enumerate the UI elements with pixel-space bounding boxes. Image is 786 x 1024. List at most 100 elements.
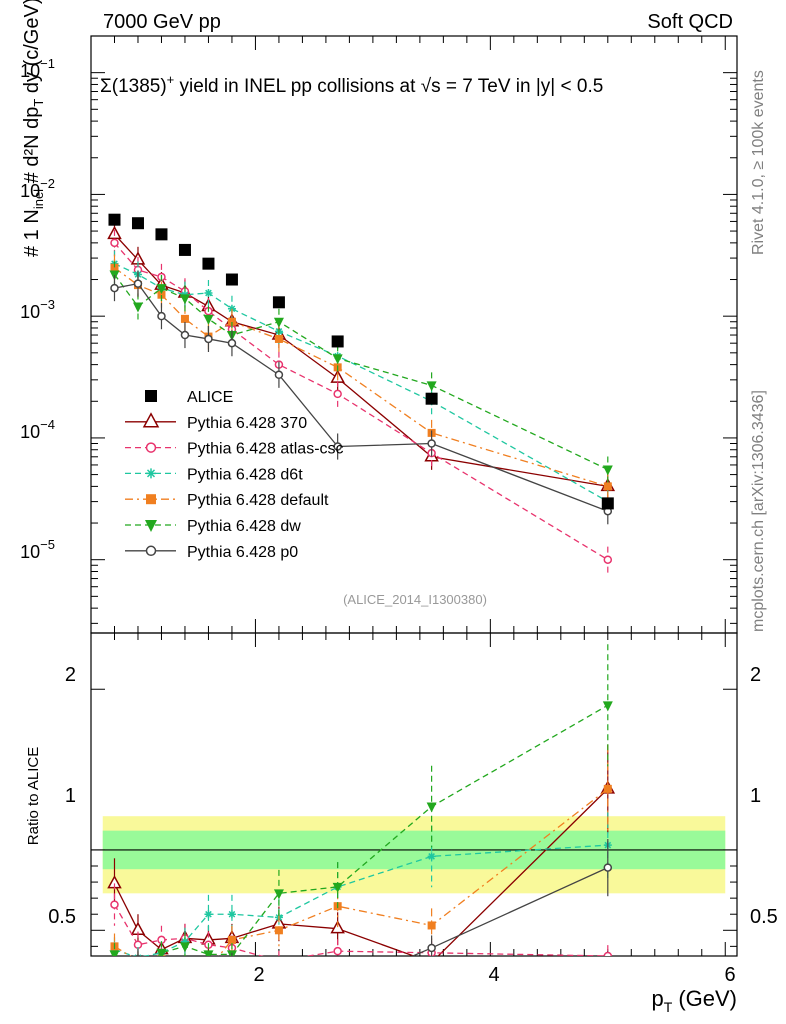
ratio-chart (107, 644, 616, 992)
ratio-point-pythia-6-428-dw (203, 950, 214, 956)
mcplots-label: mcplots.cern.ch [arXiv:1306.3436] (750, 390, 767, 632)
analysis-watermark: (ALICE_2014_I1300380) (343, 592, 487, 607)
y-tick-label-1e-5: 10−5 (20, 537, 55, 562)
ratio-bands (91, 816, 737, 894)
data-point-alice (155, 228, 168, 241)
ratio-tick-2-left: 2 (65, 664, 76, 686)
ratio-point-pythia-6-428-p0 (111, 964, 118, 971)
data-point-pythia-6-428-dw (132, 302, 143, 313)
data-point-pythia-6-428-p0 (133, 279, 143, 288)
data-point-pythia-6-428-dw (203, 314, 214, 325)
ratio-point-pythia-6-428-default (427, 921, 436, 930)
ratio-point-pythia-6-428-dw (179, 942, 190, 953)
ratio-point-pythia-6-428-dw (133, 974, 143, 984)
legend-marker-pythia-6-428-default (146, 494, 156, 505)
data-point-pythia-6-428-p0 (227, 338, 237, 348)
data-point-pythia-6-428-dw (156, 284, 167, 295)
data-point-pythia-6-428-dw (426, 381, 437, 392)
ratio-point-pythia-6-428-default (603, 784, 612, 793)
ratio-line-pythia-6-428-atlas-csc (113, 904, 608, 956)
data-point-pythia-6-428-p0 (204, 334, 213, 344)
legend-label-alice: ALICE (187, 389, 233, 406)
series-line-pythia-6-428-atlas-csc (114, 242, 609, 561)
data-point-pythia-6-428-p0 (110, 283, 119, 293)
ratio-point-pythia-6-428-p0 (275, 967, 282, 974)
ratio-point-pythia-6-428-p0 (334, 985, 341, 992)
header-right: Soft QCD (647, 11, 733, 33)
data-point-pythia-6-428-default (110, 263, 119, 272)
ratio-point-pythia-6-428-p0 (228, 959, 235, 966)
data-point-pythia-6-428-default (227, 317, 236, 326)
data-point-pythia-6-428-atlas-csc (603, 555, 613, 564)
ratio-point-pythia-6-428-default (204, 965, 212, 973)
legend-label-pythia-6-428-default: Pythia 6.428 default (187, 492, 329, 509)
y-tick-label-1e-3: 10−3 (20, 297, 55, 322)
plot-title: Σ(1385)+ yield in INEL pp collisions at … (100, 68, 603, 97)
data-point-alice (601, 497, 614, 510)
data-point-pythia-6-428-default (603, 482, 612, 491)
ratio-point-pythia-6-428-370 (430, 953, 433, 956)
legend-marker-pythia-6-428-p0 (145, 545, 157, 557)
ratio-point-pythia-6-428-d6t (427, 852, 436, 861)
ratio-point-pythia-6-428-default (134, 957, 142, 965)
data-point-alice (131, 217, 144, 230)
legend-label-pythia-6-428-p0: Pythia 6.428 p0 (187, 544, 298, 561)
data-point-pythia-6-428-dw (179, 294, 190, 305)
data-point-alice (225, 273, 238, 286)
y-tick-label-1e-1: 10−1 (20, 56, 55, 81)
data-point-pythia-6-428-atlas-csc (110, 238, 119, 248)
legend: ALICE Pythia 6.428 370 Pythia 6.428 atlas-… (125, 389, 344, 561)
series-line-pythia-6-428-default (114, 267, 608, 488)
data-point-pythia-6-428-p0 (333, 442, 342, 451)
legend-label-pythia-6-428-dw: Pythia 6.428 dw (187, 518, 301, 535)
data-point-pythia-6-428-default (274, 334, 283, 343)
ratio-tick-1-right: 1 (750, 785, 761, 807)
header-left: 7000 GeV pp (103, 11, 221, 33)
x-tick-label-6: 6 (724, 964, 735, 986)
svg-text:# 1 Ninel #: # 1 Ninel # d²N dpT dy (c/GeV) (21, 0, 48, 257)
data-point-pythia-6-428-p0 (157, 311, 166, 321)
data-point-pythia-6-428-default (157, 290, 166, 299)
ratio-point-pythia-6-428-d6t (204, 910, 213, 919)
ratio-point-pythia-6-428-atlas-csc (603, 951, 613, 956)
main-chart (107, 213, 616, 573)
axis-ticks (91, 35, 737, 956)
data-point-pythia-6-428-default (180, 314, 189, 323)
ratio-point-pythia-6-428-dw (602, 701, 613, 712)
ratio-point-pythia-6-428-default (274, 926, 283, 935)
ratio-point-pythia-6-428-dw (426, 802, 437, 813)
data-point-pythia-6-428-d6t (204, 288, 213, 297)
data-point-pythia-6-428-dw (602, 465, 613, 476)
data-point-pythia-6-428-p0 (427, 439, 436, 448)
ratio-y-tick-labels: 2 1 0.5 2 1 0.5 (48, 664, 778, 928)
ratio-y-axis-title: Ratio to ALICE (25, 747, 42, 845)
ratio-line-pythia-6-428-d6t (114, 844, 608, 956)
ratio-point-pythia-6-428-p0 (205, 969, 212, 976)
ratio-tick-05-right: 0.5 (750, 906, 778, 928)
legend-marker-pythia-6-428-d6t (146, 468, 156, 479)
legend-label-pythia-6-428-370: Pythia 6.428 370 (187, 415, 307, 432)
data-point-pythia-6-428-dw (273, 317, 284, 328)
y-tick-label-1e-2: 10−2 (20, 176, 55, 201)
legend-label-pythia-6-428-atlas-csc: Pythia 6.428 atlas-csc (187, 441, 344, 458)
series-line-pythia-6-428-p0 (114, 282, 609, 512)
data-point-pythia-6-428-dw (332, 354, 343, 365)
ratio-point-pythia-6-428-atlas-csc (333, 946, 342, 956)
ratio-point-pythia-6-428-p0 (181, 975, 188, 982)
data-point-alice (202, 257, 215, 270)
ratio-point-pythia-6-428-dw (156, 948, 167, 956)
ratio-point-pythia-6-428-p0 (603, 863, 613, 872)
ratio-point-pythia-6-428-p0 (158, 973, 165, 980)
data-point-pythia-6-428-p0 (274, 370, 284, 380)
ratio-point-pythia-6-428-370 (330, 920, 345, 934)
x-tick-label-2: 2 (253, 964, 264, 986)
ratio-point-pythia-6-428-dw (109, 950, 120, 956)
ratio-point-pythia-6-428-d6t (227, 910, 236, 919)
x-tick-labels: 2 4 6 (253, 964, 735, 986)
ratio-line-pythia-6-428-370 (113, 788, 609, 956)
ratio-point-pythia-6-428-atlas-csc (275, 957, 282, 964)
data-point-alice (272, 296, 285, 309)
series-line-pythia-6-428-370 (114, 233, 608, 488)
series-line-pythia-6-428-dw (113, 274, 609, 471)
ratio-point-pythia-6-428-p0 (427, 943, 436, 953)
